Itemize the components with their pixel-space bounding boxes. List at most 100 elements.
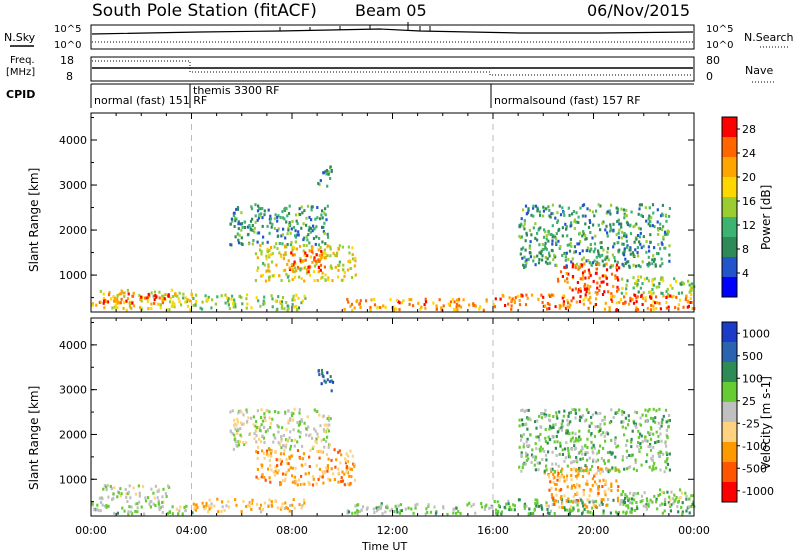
heatmap-cell xyxy=(329,177,332,180)
heatmap-cell xyxy=(629,465,632,469)
heatmap-cell xyxy=(638,235,641,239)
heatmap-cell xyxy=(551,239,554,243)
heatmap-cell xyxy=(419,307,422,311)
heatmap-cell xyxy=(482,308,485,312)
heatmap-cell xyxy=(321,240,324,244)
heatmap-cell xyxy=(590,432,593,435)
heatmap-cell xyxy=(258,214,261,218)
heatmap-cell xyxy=(538,447,541,451)
heatmap-cell xyxy=(554,482,557,486)
heatmap-cell xyxy=(603,461,606,465)
heatmap-cell xyxy=(527,207,530,211)
heatmap-cell xyxy=(221,505,224,509)
heatmap-cell xyxy=(184,296,187,300)
heatmap-cell xyxy=(343,472,346,476)
heatmap-cell xyxy=(565,474,569,478)
heatmap-cell xyxy=(373,298,376,301)
heatmap-cell xyxy=(254,252,258,256)
heatmap-cell xyxy=(322,251,325,255)
heatmap-cell xyxy=(518,424,521,428)
heatmap-cell xyxy=(301,444,304,448)
heatmap-cell xyxy=(389,298,392,302)
heatmap-cell xyxy=(242,500,245,503)
heatmap-cell xyxy=(544,260,548,264)
heatmap-cell xyxy=(294,266,297,270)
heatmap-cell xyxy=(545,468,548,472)
heatmap-cell xyxy=(284,206,287,210)
heatmap-cell xyxy=(595,471,599,475)
heatmap-cell xyxy=(574,264,577,267)
heatmap-cell xyxy=(649,295,652,299)
heatmap-cell xyxy=(321,475,324,479)
heatmap-cell xyxy=(601,418,604,422)
heatmap-cell xyxy=(289,444,292,448)
heatmap-cell xyxy=(410,298,413,302)
heatmap-cell xyxy=(632,276,635,280)
heatmap-cell xyxy=(337,471,340,475)
heatmap-cell xyxy=(608,308,611,312)
heatmap-cell xyxy=(646,453,649,457)
heatmap-cell xyxy=(638,448,641,452)
heatmap-cell xyxy=(590,440,593,444)
heatmap-cell xyxy=(201,307,204,311)
heatmap-cell xyxy=(493,500,496,503)
heatmap-cell xyxy=(277,430,280,434)
heatmap-cell xyxy=(234,440,237,444)
heatmap-cell xyxy=(588,249,592,253)
heatmap-cell xyxy=(324,256,327,260)
heatmap-cell xyxy=(573,460,576,463)
heatmap-cell xyxy=(573,467,576,471)
heatmap-cell xyxy=(563,251,566,255)
heatmap-cell xyxy=(639,231,642,235)
heatmap-cell xyxy=(510,304,513,308)
heatmap-cell xyxy=(103,306,106,310)
heatmap-cell xyxy=(662,414,665,418)
heatmap-cell xyxy=(416,502,419,506)
heatmap-cell xyxy=(608,306,611,309)
heatmap-cell xyxy=(575,220,578,224)
heatmap-cell xyxy=(573,245,576,249)
heatmap-cell xyxy=(665,461,668,465)
heatmap-cell xyxy=(296,265,300,269)
heatmap-cell xyxy=(641,260,644,264)
heatmap-cell xyxy=(243,443,246,446)
heatmap-cell xyxy=(586,249,589,253)
heatmap-cell xyxy=(571,431,574,435)
heatmap-cell xyxy=(622,234,626,238)
heatmap-cell xyxy=(169,296,172,300)
heatmap-cell xyxy=(495,511,498,515)
heatmap-cell xyxy=(293,260,296,264)
heatmap-cell xyxy=(525,233,528,237)
heatmap-cell xyxy=(639,416,642,420)
heatmap-cell xyxy=(634,308,638,312)
heatmap-cell xyxy=(640,293,643,297)
heatmap-cell xyxy=(634,248,637,252)
heatmap-cell xyxy=(624,213,627,217)
heatmap-cell xyxy=(455,511,458,515)
freq-label-2: [MHz] xyxy=(6,67,35,78)
heatmap-cell xyxy=(329,254,332,258)
heatmap-cell xyxy=(296,449,300,453)
heatmap-cell xyxy=(301,457,305,461)
heatmap-cell xyxy=(268,416,271,420)
heatmap-cell xyxy=(667,424,670,428)
heatmap-cell xyxy=(587,287,590,291)
heatmap-cell xyxy=(284,268,287,272)
heatmap-cell xyxy=(665,306,668,310)
heatmap-cell xyxy=(614,468,617,472)
heatmap-cell xyxy=(574,250,577,254)
heatmap-cell xyxy=(665,289,668,293)
heatmap-cell xyxy=(203,507,206,511)
heatmap-cell xyxy=(552,480,555,484)
heatmap-cell xyxy=(602,459,605,463)
heatmap-cell xyxy=(593,474,596,478)
heatmap-cell xyxy=(384,305,387,309)
heatmap-cell xyxy=(283,207,286,211)
heatmap-cell xyxy=(591,506,594,510)
heatmap-cell xyxy=(261,273,264,277)
heatmap-cell xyxy=(556,416,559,420)
heatmap-cell xyxy=(616,241,619,245)
heatmap-cell xyxy=(519,236,522,240)
heatmap-cell xyxy=(652,254,655,258)
heatmap-cell xyxy=(593,242,597,246)
